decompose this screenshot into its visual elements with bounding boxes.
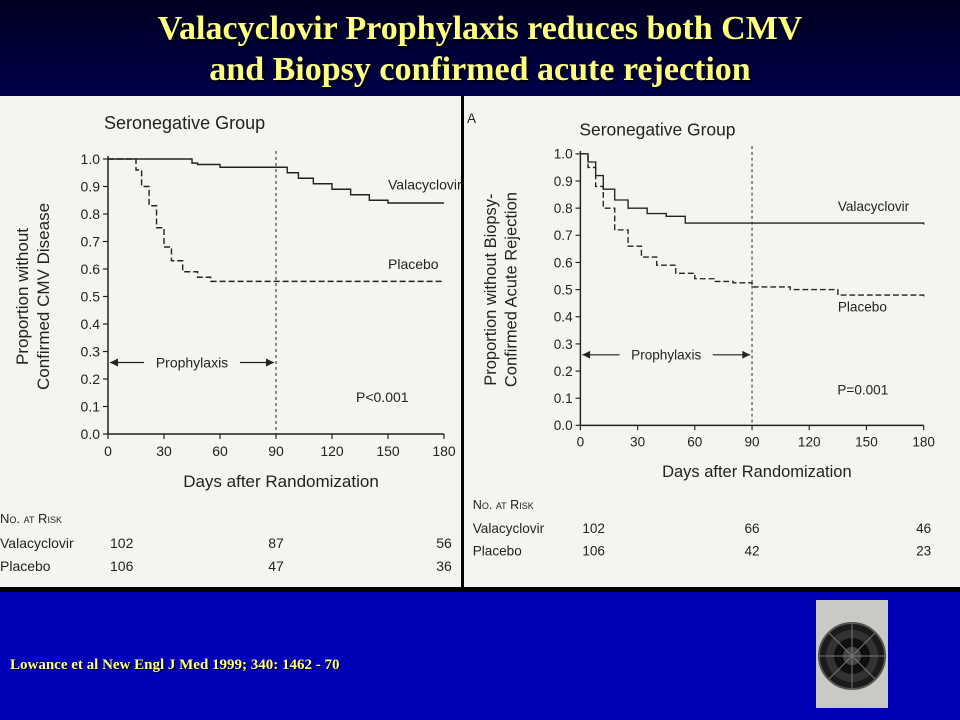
risk-value: 87 [268, 535, 284, 551]
figure-bottom-border [0, 587, 960, 592]
y-tick-label: 0.9 [554, 174, 573, 189]
arrowhead-right [742, 350, 751, 359]
y-tick-label: 0.1 [81, 399, 101, 415]
series-line-placebo [580, 153, 925, 297]
x-axis-label: Days after Randomization [662, 463, 851, 481]
risk-row-label: Placebo [473, 543, 522, 558]
y-tick-label: 0.8 [81, 206, 101, 222]
cmv-disease-chart: Seronegative Group Proportion without Conf… [0, 113, 462, 574]
panel-divider [461, 96, 464, 592]
series-label-valacyclovir: Valacyclovir [388, 176, 462, 192]
x-tick-label: 150 [855, 435, 878, 450]
risk-row-label: Valacyclovir [0, 535, 74, 551]
y-tick-label: 0.2 [554, 364, 573, 379]
panel-label: A [467, 111, 477, 126]
series-line-valacyclovir [580, 153, 925, 225]
risk-value: 56 [436, 535, 452, 551]
y-axis-label: Proportion without [13, 228, 32, 365]
escher-circle-logo [816, 600, 888, 708]
x-tick-label: 60 [687, 435, 703, 450]
y-tick-label: 0.0 [81, 426, 101, 442]
slide-title: Valacyclovir Prophylaxis reduces both CM… [40, 8, 920, 90]
risk-table-header: No. at Risk [473, 498, 534, 512]
y-tick-label: 0.8 [554, 201, 573, 216]
y-tick-label: 0.7 [81, 234, 101, 250]
y-tick-label: 0.3 [81, 344, 101, 360]
y-tick-label: 0.5 [81, 289, 101, 305]
y-tick-label: 0.6 [81, 261, 101, 277]
chart-title: Seronegative Group [579, 119, 735, 139]
series-label-valacyclovir: Valacyclovir [838, 199, 910, 214]
series-label-placebo: Placebo [838, 299, 887, 314]
risk-value: 23 [916, 543, 931, 558]
y-tick-label: 0.2 [81, 371, 101, 387]
x-tick-label: 30 [156, 443, 172, 459]
y-axis-label: Proportion without Biopsy- [482, 193, 500, 385]
x-tick-label: 180 [432, 443, 456, 459]
y-tick-label: 0.0 [554, 418, 573, 433]
y-tick-label: 0.5 [554, 282, 573, 297]
chart-title: Seronegative Group [104, 113, 265, 133]
x-tick-label: 180 [912, 435, 935, 450]
y-tick-label: 0.4 [554, 310, 573, 325]
y-axis-label: Confirmed Acute Rejection [502, 192, 520, 387]
y-tick-label: 1.0 [554, 147, 573, 162]
risk-row-label: Valacyclovir [473, 521, 545, 536]
x-axis-label: Days after Randomization [183, 472, 379, 491]
arrowhead-left [582, 350, 591, 359]
x-tick-label: 0 [104, 443, 112, 459]
series-line-placebo [108, 158, 444, 283]
title-line-1: Valacyclovir Prophylaxis reduces both CM… [157, 10, 803, 47]
y-tick-label: 0.4 [81, 316, 101, 332]
arrowhead-right [266, 358, 274, 367]
p-value: P=0.001 [837, 382, 888, 397]
risk-value: 102 [582, 521, 605, 536]
x-tick-label: 0 [577, 435, 585, 450]
x-tick-label: 90 [744, 435, 760, 450]
risk-row-label: Placebo [0, 558, 51, 574]
risk-value: 106 [110, 558, 134, 574]
risk-table-header: No. at Risk [0, 511, 62, 526]
title-bar: Valacyclovir Prophylaxis reduces both CM… [0, 0, 960, 96]
series-line-valacyclovir [108, 158, 444, 204]
risk-value: 106 [582, 543, 605, 558]
risk-value: 36 [436, 558, 452, 574]
prophylaxis-label: Prophylaxis [156, 355, 228, 371]
x-tick-label: 120 [798, 435, 821, 450]
y-tick-label: 0.1 [554, 391, 573, 406]
figure-panel: Seronegative Group Proportion without Conf… [0, 96, 960, 592]
x-tick-label: 30 [630, 435, 646, 450]
citation: Lowance et al New Engl J Med 1999; 340: … [10, 657, 340, 673]
y-axis-label: Confirmed CMV Disease [34, 203, 53, 390]
risk-value: 66 [744, 521, 759, 536]
p-value: P<0.001 [356, 389, 409, 405]
y-tick-label: 1.0 [81, 151, 101, 167]
title-line-2: and Biopsy confirmed acute rejection [209, 51, 751, 88]
risk-value: 102 [110, 535, 134, 551]
risk-value: 42 [744, 543, 759, 558]
risk-value: 46 [916, 521, 931, 536]
y-tick-label: 0.6 [554, 255, 573, 270]
y-tick-label: 0.7 [554, 228, 573, 243]
x-tick-label: 150 [376, 443, 400, 459]
series-label-placebo: Placebo [388, 256, 439, 272]
y-tick-label: 0.9 [81, 179, 101, 195]
acute-rejection-chart: A Seronegative Group Proportion without Bi… [467, 111, 935, 558]
prophylaxis-label: Prophylaxis [631, 348, 701, 363]
x-tick-label: 120 [320, 443, 344, 459]
y-tick-label: 0.3 [554, 337, 573, 352]
x-tick-label: 90 [268, 443, 284, 459]
arrowhead-left [110, 358, 118, 367]
risk-value: 47 [268, 558, 284, 574]
x-tick-label: 60 [212, 443, 228, 459]
